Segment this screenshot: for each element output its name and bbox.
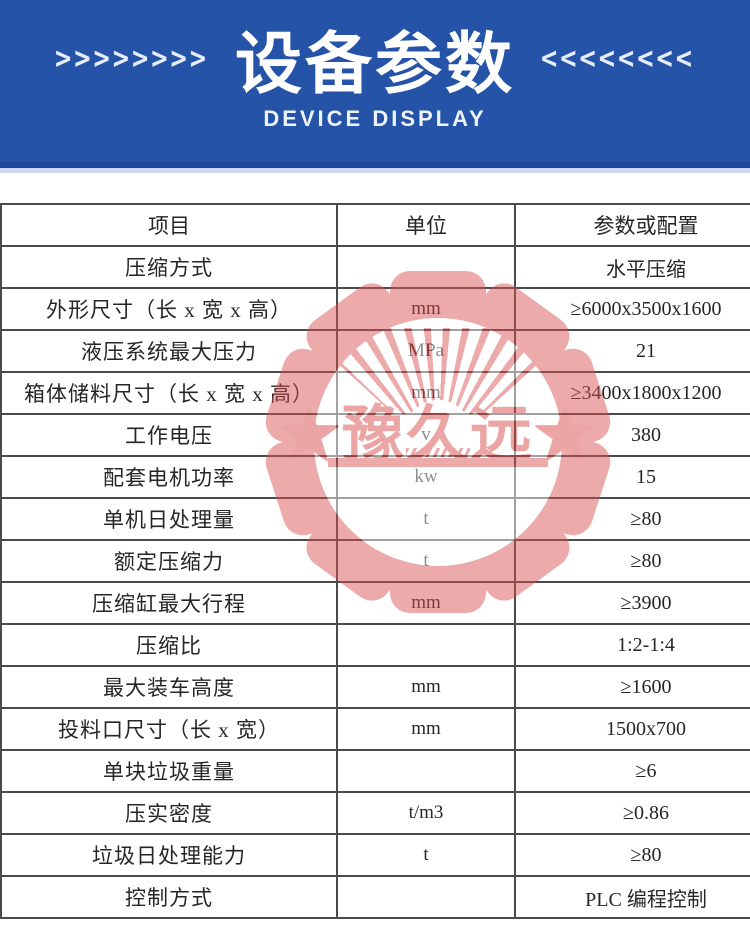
spec-cell-unit xyxy=(336,749,516,793)
spec-cell-unit: mm xyxy=(336,371,516,415)
spec-cell-value: ≥80 xyxy=(514,497,750,541)
column-header-item: 项目 xyxy=(0,203,338,247)
spec-row: 压缩缸最大行程 mm ≥3900 xyxy=(0,581,750,625)
spec-cell-value: 21 xyxy=(514,329,750,373)
spec-cell-value: ≥80 xyxy=(514,539,750,583)
spec-table: 项目 单位 参数或配置 压缩方式 水平压缩 外形尺寸（长 x 宽 x 高） mm ≥60… xyxy=(0,203,750,919)
spec-cell-unit: MPa xyxy=(336,329,516,373)
spec-cell-value: ≥0.86 xyxy=(514,791,750,835)
spec-cell-item: 单机日处理量 xyxy=(0,497,338,541)
header-title-row: >>>>>>>> 设备参数 <<<<<<<< xyxy=(0,12,750,104)
spec-row: 额定压缩力 t ≥80 xyxy=(0,539,750,583)
page-subtitle: DEVICE DISPLAY xyxy=(263,106,487,131)
spec-row: 单块垃圾重量 ≥6 xyxy=(0,749,750,793)
spec-cell-item: 投料口尺寸（长 x 宽） xyxy=(0,707,338,751)
spec-row: 工作电压 v 380 xyxy=(0,413,750,457)
spec-cell-unit xyxy=(336,623,516,667)
spec-cell-item: 压缩方式 xyxy=(0,245,338,289)
spec-row: 单机日处理量 t ≥80 xyxy=(0,497,750,541)
spec-cell-value: ≥3900 xyxy=(514,581,750,625)
spec-row: 投料口尺寸（长 x 宽） mm 1500x700 xyxy=(0,707,750,751)
spec-row: 压缩比 1:2-1:4 xyxy=(0,623,750,667)
spec-cell-item: 垃圾日处理能力 xyxy=(0,833,338,877)
spec-header-row: 项目 单位 参数或配置 xyxy=(0,203,750,247)
spec-cell-value: ≥3400x1800x1200 xyxy=(514,371,750,415)
arrows-right-icon: >>>>>>>> xyxy=(54,40,209,76)
spec-cell-value: 380 xyxy=(514,413,750,457)
spec-cell-unit: t xyxy=(336,497,516,541)
spec-cell-item: 箱体储料尺寸（长 x 宽 x 高） xyxy=(0,371,338,415)
spec-cell-item: 压缩缸最大行程 xyxy=(0,581,338,625)
spec-cell-item: 控制方式 xyxy=(0,875,338,919)
spec-row: 液压系统最大压力 MPa 21 xyxy=(0,329,750,373)
column-header-unit: 单位 xyxy=(336,203,516,247)
spec-row: 垃圾日处理能力 t ≥80 xyxy=(0,833,750,877)
spec-cell-unit: mm xyxy=(336,581,516,625)
spec-cell-unit: t xyxy=(336,539,516,583)
spec-cell-item: 最大装车高度 xyxy=(0,665,338,709)
banner-light-line xyxy=(0,168,750,173)
spec-cell-value: 15 xyxy=(514,455,750,499)
spec-cell-item: 额定压缩力 xyxy=(0,539,338,583)
spec-cell-unit: v xyxy=(336,413,516,457)
spec-cell-item: 工作电压 xyxy=(0,413,338,457)
banner-dark-edge xyxy=(0,162,750,168)
spec-cell-unit: mm xyxy=(336,707,516,751)
spec-cell-item: 压实密度 xyxy=(0,791,338,835)
spec-row: 控制方式 PLC 编程控制 xyxy=(0,875,750,919)
spec-cell-unit: mm xyxy=(336,287,516,331)
spec-cell-item: 压缩比 xyxy=(0,623,338,667)
spec-cell-value: 1:2-1:4 xyxy=(514,623,750,667)
spec-cell-unit xyxy=(336,245,516,289)
spec-cell-value: 1500x700 xyxy=(514,707,750,751)
spec-row: 外形尺寸（长 x 宽 x 高） mm ≥6000x3500x1600 xyxy=(0,287,750,331)
spec-cell-unit: mm xyxy=(336,665,516,709)
spec-row: 压缩方式 水平压缩 xyxy=(0,245,750,289)
spec-cell-item: 配套电机功率 xyxy=(0,455,338,499)
spec-cell-value: PLC 编程控制 xyxy=(514,875,750,919)
spec-row: 压实密度 t/m3 ≥0.86 xyxy=(0,791,750,835)
spec-cell-value: 水平压缩 xyxy=(514,245,750,289)
header-banner: >>>>>>>> 设备参数 <<<<<<<< DEVICE DISPLAY xyxy=(0,0,750,162)
spec-cell-item: 液压系统最大压力 xyxy=(0,329,338,373)
spec-cell-unit: t xyxy=(336,833,516,877)
spec-cell-value: ≥6000x3500x1600 xyxy=(514,287,750,331)
spec-cell-unit: kw xyxy=(336,455,516,499)
page-title: 设备参数 xyxy=(235,26,515,102)
spec-cell-item: 单块垃圾重量 xyxy=(0,749,338,793)
column-header-value: 参数或配置 xyxy=(514,203,750,247)
arrows-left-icon: <<<<<<<< xyxy=(541,40,696,76)
spec-table-body: 压缩方式 水平压缩 外形尺寸（长 x 宽 x 高） mm ≥6000x3500x1600… xyxy=(0,245,750,919)
spec-cell-unit xyxy=(336,875,516,919)
spec-table-head: 项目 单位 参数或配置 xyxy=(0,203,750,247)
spec-cell-item: 外形尺寸（长 x 宽 x 高） xyxy=(0,287,338,331)
spec-cell-value: ≥1600 xyxy=(514,665,750,709)
spec-cell-value: ≥80 xyxy=(514,833,750,877)
spec-row: 最大装车高度 mm ≥1600 xyxy=(0,665,750,709)
spec-row: 配套电机功率 kw 15 xyxy=(0,455,750,499)
spec-row: 箱体储料尺寸（长 x 宽 x 高） mm ≥3400x1800x1200 xyxy=(0,371,750,415)
spec-cell-unit: t/m3 xyxy=(336,791,516,835)
spec-cell-value: ≥6 xyxy=(514,749,750,793)
